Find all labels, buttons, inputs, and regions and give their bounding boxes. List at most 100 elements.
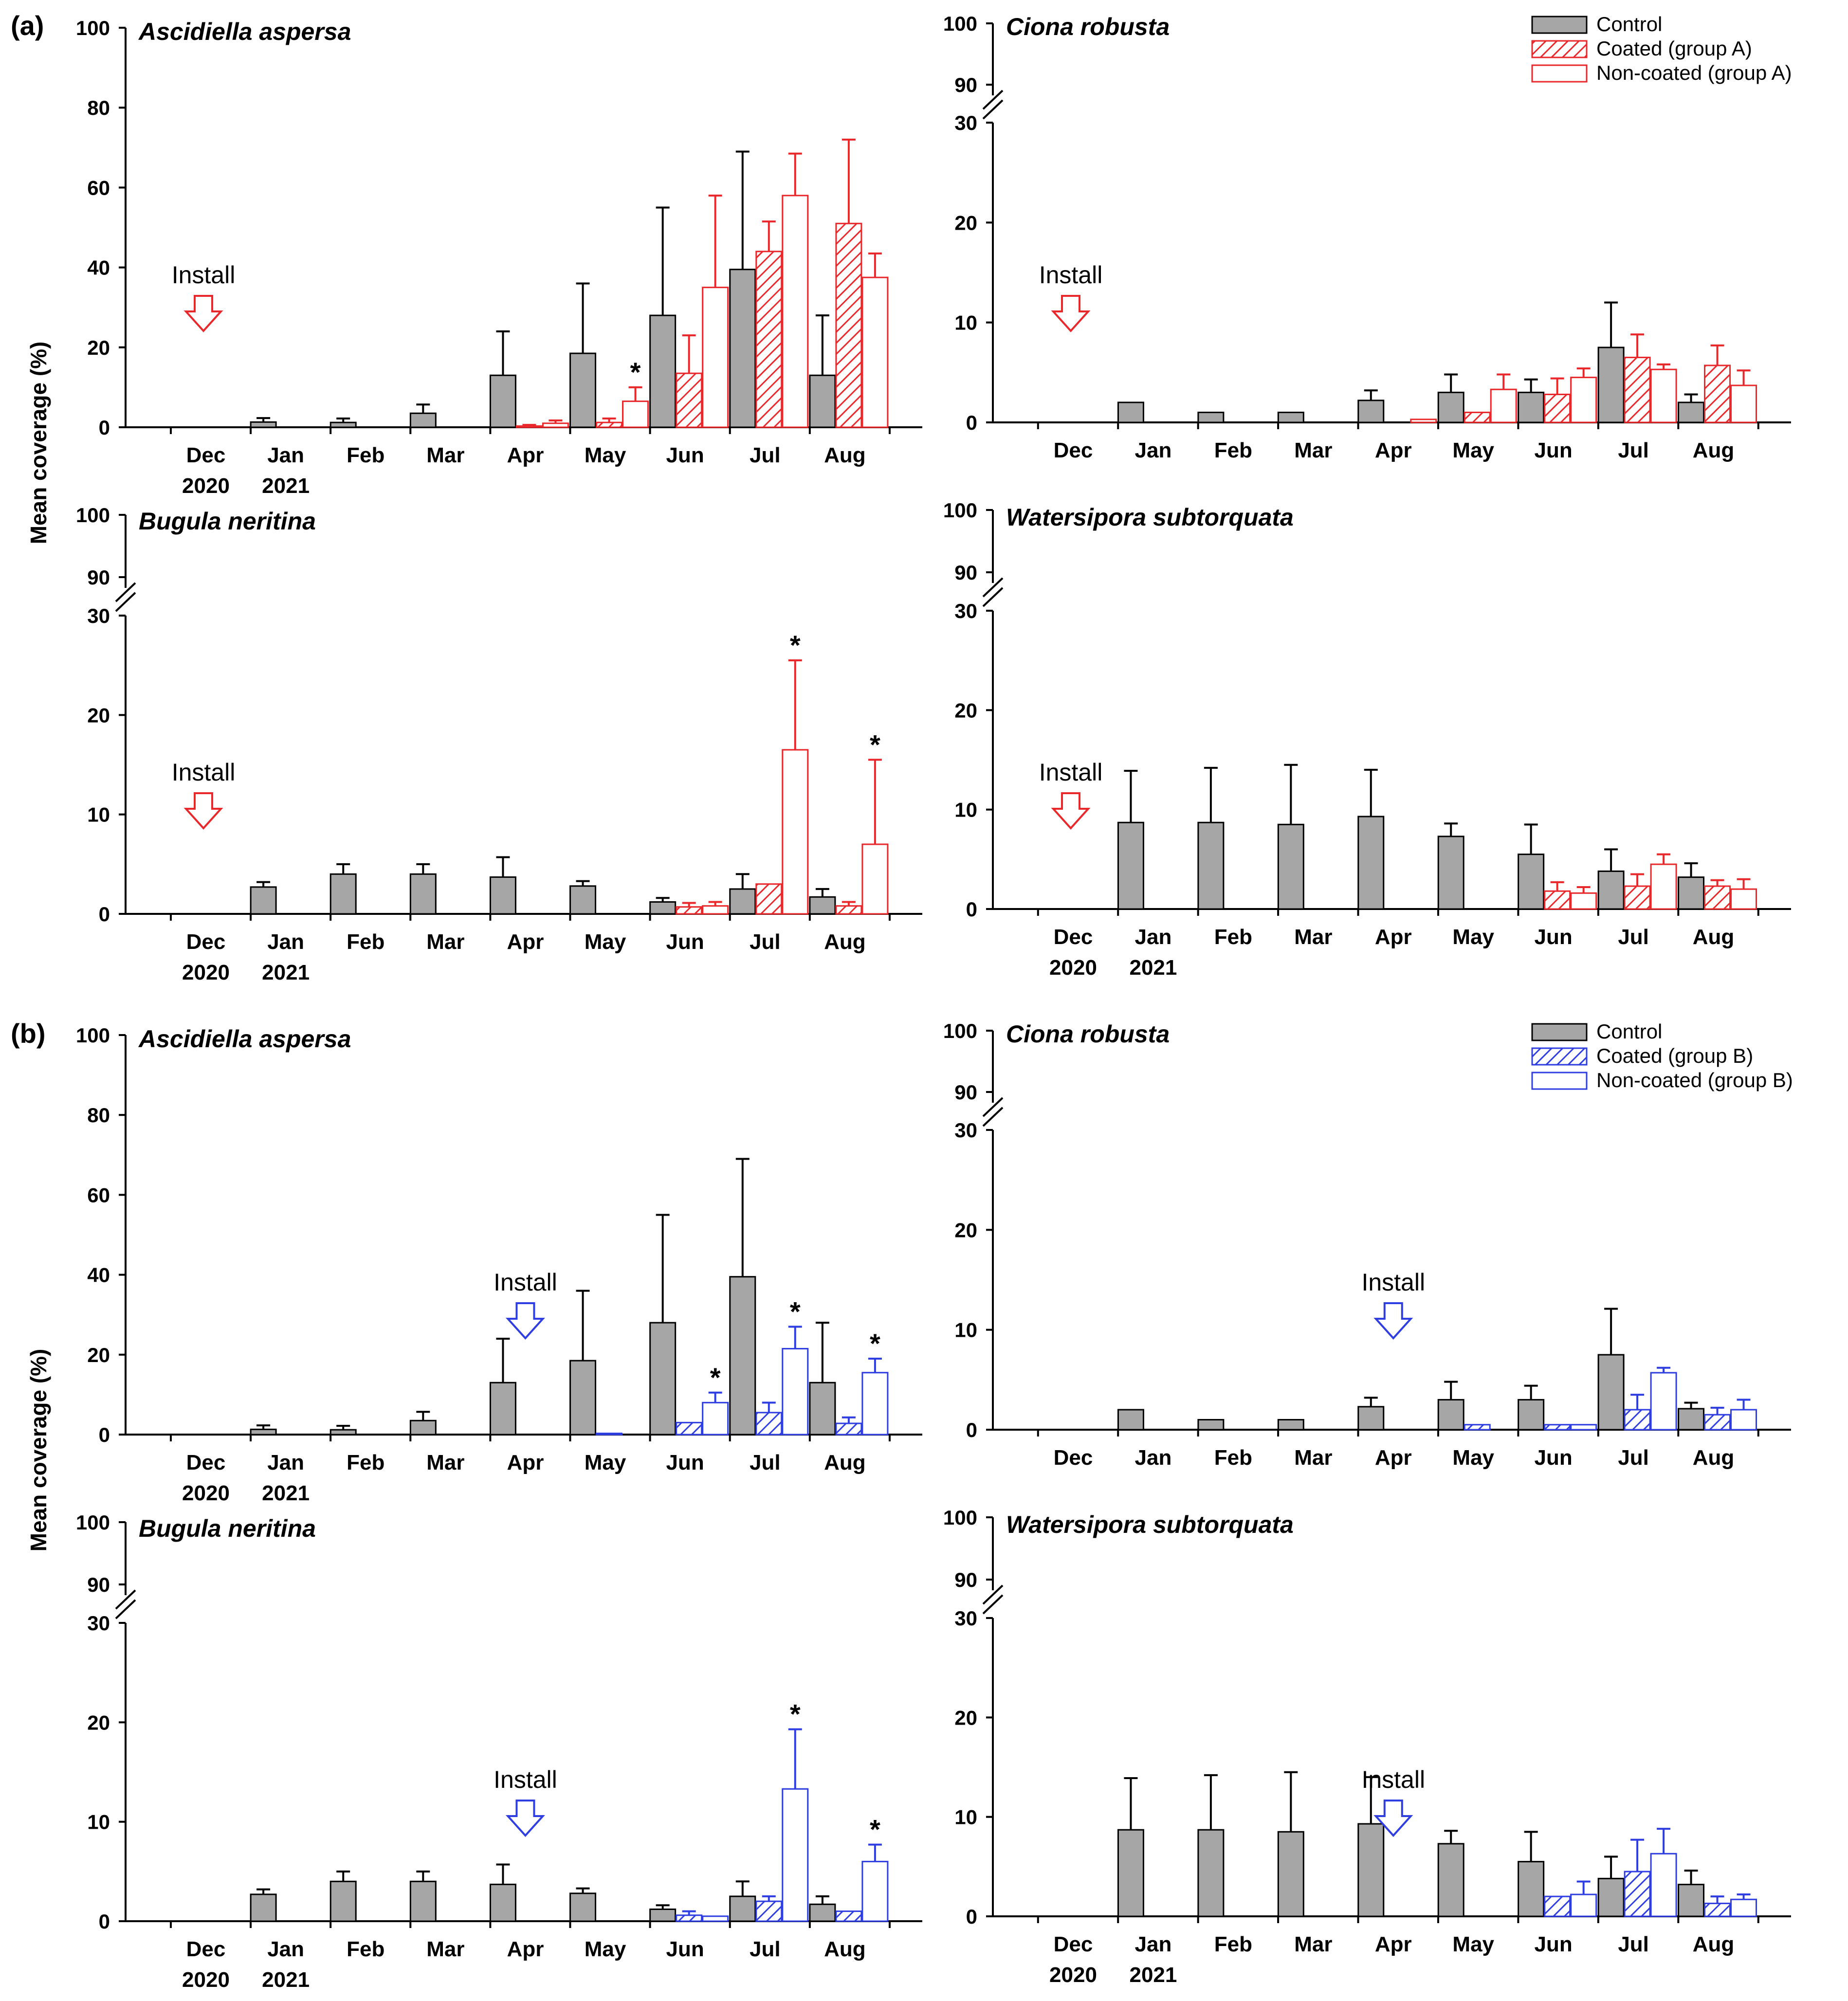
chart-b-ciona-robusta-month-label-jan: Jan bbox=[1135, 1446, 1172, 1470]
chart-b-ciona-robusta-bar-control-jul bbox=[1597, 1354, 1625, 1431]
chart-b-ciona-robusta-bar-control-mar bbox=[1277, 1419, 1304, 1431]
chart-b-bugula-neritina-bar-control-jun bbox=[649, 1908, 677, 1922]
chart-b-watersipora-subtorquata-bar-coated-group-b-jun bbox=[1544, 1895, 1571, 1917]
chart-b-bugula-neritina-bar-control-mar bbox=[409, 1880, 437, 1922]
chart-a-ascidiella-aspersa-ytick-label-100: 100 bbox=[76, 17, 110, 39]
chart-b-watersipora-subtorquata-year-label-2021: 2021 bbox=[1129, 1963, 1177, 1987]
chart-b-bugula-neritina-ytick-label-10: 10 bbox=[87, 1811, 110, 1834]
chart-b-bugula-neritina-year-label-2021: 2021 bbox=[262, 1968, 310, 1992]
chart-a-ciona-robusta-bar-coated-group-a-aug bbox=[1704, 364, 1731, 423]
chart-a-watersipora-subtorquata-year-label-2021: 2021 bbox=[1129, 956, 1177, 980]
chart-b-ascidiella-aspersa-bar-coated-group-b-aug bbox=[835, 1422, 862, 1436]
chart-a-ascidiella-aspersa-ytick-label-20: 20 bbox=[87, 336, 110, 359]
chart-a-ascidiella-aspersa-month-label-feb: Feb bbox=[347, 443, 384, 467]
chart-b-ciona-robusta-bar-coated-group-b-jul bbox=[1624, 1409, 1651, 1431]
chart-b-bugula-neritina-bar-control-jul bbox=[729, 1895, 756, 1922]
chart-a-ciona-robusta-bar-control-jul bbox=[1597, 346, 1625, 423]
chart-b-ciona-robusta-bar-non-coated-group-b-jun bbox=[1570, 1424, 1597, 1431]
chart-b-watersipora-subtorquata-bar-coated-group-b-jul bbox=[1624, 1871, 1651, 1917]
chart-b-watersipora-subtorquata-month-label-dec: Dec bbox=[1054, 1932, 1093, 1956]
chart-a-bugula-neritina-ytick-label-20: 20 bbox=[87, 704, 110, 727]
chart-b-watersipora-subtorquata-bar-control-aug bbox=[1678, 1884, 1705, 1917]
chart-a-bugula-neritina-bar-non-coated-group-a-aug bbox=[861, 843, 889, 915]
chart-a-watersipora-subtorquata-bar-control-mar bbox=[1277, 823, 1304, 910]
chart-b-ascidiella-aspersa-significance-jun: * bbox=[710, 1362, 721, 1393]
chart-a-ciona-robusta-month-label-jun: Jun bbox=[1535, 438, 1573, 462]
chart-a-bugula-neritina-bar-control-may bbox=[569, 885, 597, 915]
chart-a-watersipora-subtorquata-bar-control-feb bbox=[1197, 821, 1225, 910]
chart-a-bugula-neritina-month-label-jan: Jan bbox=[267, 930, 304, 954]
chart-a-bugula-neritina-bar-control-jun bbox=[649, 901, 677, 915]
chart-b-ciona-robusta-title: Ciona robusta bbox=[1006, 1020, 1170, 1048]
chart-b-bugula-neritina-month-label-aug: Aug bbox=[824, 1937, 866, 1961]
chart-a-ascidiella-aspersa-month-label-mar: Mar bbox=[426, 443, 464, 467]
chart-b-bugula-neritina-month-label-dec: Dec bbox=[186, 1937, 226, 1961]
chart-a-ascidiella-aspersa-bar-coated-group-a-may bbox=[596, 421, 623, 428]
chart-b-bugula-neritina-month-label-jul: Jul bbox=[750, 1937, 781, 1961]
chart-a-ascidiella-aspersa-bar-control-apr bbox=[489, 374, 516, 428]
chart-b-ascidiella-aspersa-significance-jul: * bbox=[790, 1296, 801, 1327]
chart-a-bugula-neritina-ytick-label-100: 100 bbox=[76, 504, 110, 527]
chart-b-ciona-robusta-bar-control-jun bbox=[1518, 1399, 1545, 1431]
chart-b-ciona-robusta-month-label-dec: Dec bbox=[1054, 1446, 1093, 1470]
chart-b-watersipora-subtorquata-install-arrow-icon bbox=[1373, 1800, 1413, 1837]
chart-a-bugula-neritina-bar-non-coated-group-a-jun bbox=[702, 905, 729, 915]
chart-a-ciona-robusta-month-label-aug: Aug bbox=[1693, 438, 1735, 462]
chart-a-ciona-robusta-bar-control-jan bbox=[1117, 401, 1144, 423]
chart-a-ascidiella-aspersa-title: Ascidiella aspersa bbox=[138, 18, 351, 45]
legend-a-control-swatch bbox=[1531, 16, 1588, 34]
chart-b-watersipora-subtorquata-install-label: Install bbox=[1361, 1766, 1425, 1793]
chart-a-watersipora-subtorquata-ytick-label-90: 90 bbox=[954, 561, 977, 584]
chart-a-watersipora-subtorquata-bar-non-coated-group-a-aug bbox=[1730, 888, 1757, 910]
chart-b-ascidiella-aspersa-month-label-jun: Jun bbox=[666, 1451, 704, 1474]
chart-a-ciona-robusta-month-label-mar: Mar bbox=[1294, 438, 1332, 462]
chart-b-bugula-neritina-ytick-label-0: 0 bbox=[99, 1910, 110, 1933]
chart-a-ciona-robusta-month-label-apr: Apr bbox=[1375, 438, 1412, 462]
chart-a-ciona-robusta-bar-control-feb bbox=[1197, 411, 1225, 423]
chart-b-ciona-robusta-bar-control-apr bbox=[1357, 1406, 1385, 1431]
chart-b-bugula-neritina-bar-control-aug bbox=[809, 1903, 836, 1922]
chart-b-bugula-neritina-axis-break-2 bbox=[115, 1599, 136, 1619]
chart-a-watersipora-subtorquata-bar-control-jul bbox=[1597, 870, 1625, 910]
panel-label-b: (b) bbox=[11, 1018, 46, 1049]
chart-a-ascidiella-aspersa: Ascidiella aspersa 0 20 40 60 80 100 Dec Jan Feb M… bbox=[76, 17, 922, 498]
legend-b-noncoated-label: Non-coated (group B) bbox=[1596, 1069, 1793, 1091]
chart-a-watersipora-subtorquata-bar-control-aug bbox=[1678, 876, 1705, 910]
chart-a-bugula-neritina-significance-aug: * bbox=[870, 729, 880, 760]
chart-a-watersipora-subtorquata-month-label-mar: Mar bbox=[1294, 925, 1332, 949]
chart-b-watersipora-subtorquata-bar-non-coated-group-b-jul bbox=[1650, 1853, 1677, 1917]
legend-a-control-label: Control bbox=[1596, 13, 1662, 36]
chart-b-ascidiella-aspersa-bar-non-coated-group-b-aug bbox=[861, 1372, 889, 1436]
chart-a-ascidiella-aspersa-bar-coated-group-a-aug bbox=[835, 222, 862, 428]
legend-b-control-swatch bbox=[1531, 1023, 1588, 1041]
chart-a-watersipora-subtorquata-bar-control-jun bbox=[1518, 854, 1545, 910]
chart-b-ciona-robusta-bar-control-jan bbox=[1117, 1409, 1144, 1431]
chart-b-ascidiella-aspersa-bar-control-aug bbox=[809, 1382, 836, 1436]
chart-a-bugula-neritina-ytick-label-0: 0 bbox=[99, 903, 110, 926]
chart-b-ascidiella-aspersa-month-label-dec: Dec bbox=[186, 1451, 226, 1474]
chart-b-ascidiella-aspersa-bar-control-jan bbox=[250, 1428, 277, 1436]
chart-a-bugula-neritina-year-label-2021: 2021 bbox=[262, 961, 310, 984]
chart-a-bugula-neritina-month-label-jul: Jul bbox=[750, 930, 781, 954]
chart-b-watersipora-subtorquata-bar-control-feb bbox=[1197, 1829, 1225, 1917]
chart-b-watersipora-subtorquata-bar-non-coated-group-b-jun bbox=[1570, 1893, 1597, 1917]
chart-a-ciona-robusta-month-label-feb: Feb bbox=[1214, 438, 1252, 462]
legend-b-coated-label: Coated (group B) bbox=[1596, 1044, 1753, 1067]
legend-a-coated-swatch bbox=[1531, 40, 1588, 58]
chart-a-ciona-robusta-axis-break-2 bbox=[982, 99, 1004, 120]
legend-a: Control Coated (group A) Non-coated (gro… bbox=[1531, 13, 1792, 84]
chart-a-ciona-robusta-bar-control-apr bbox=[1357, 400, 1385, 423]
chart-b-ciona-robusta-month-label-mar: Mar bbox=[1294, 1446, 1332, 1470]
chart-a-bugula-neritina-ytick-label-30: 30 bbox=[87, 604, 110, 627]
panel-label-a: (a) bbox=[11, 10, 44, 41]
chart-a-ciona-robusta-month-label-jul: Jul bbox=[1618, 438, 1649, 462]
chart-b-watersipora-subtorquata-bar-non-coated-group-b-aug bbox=[1730, 1898, 1757, 1917]
chart-b-watersipora-subtorquata-title: Watersipora subtorquata bbox=[1006, 1511, 1294, 1538]
chart-b-ascidiella-aspersa-month-label-aug: Aug bbox=[824, 1451, 866, 1474]
chart-a-ciona-robusta-bar-control-aug bbox=[1678, 401, 1705, 423]
chart-b-ciona-robusta-bar-control-aug bbox=[1678, 1408, 1705, 1431]
chart-a-ascidiella-aspersa-bar-control-feb bbox=[329, 421, 357, 428]
chart-a-bugula-neritina-bar-control-mar bbox=[409, 873, 437, 915]
